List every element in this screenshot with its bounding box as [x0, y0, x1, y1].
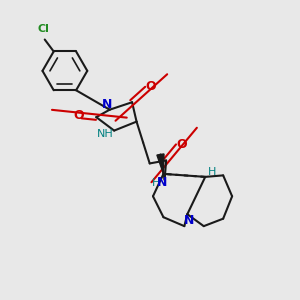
Text: N: N — [102, 98, 112, 111]
Text: N: N — [157, 176, 167, 189]
Text: NH: NH — [97, 129, 114, 139]
Polygon shape — [157, 154, 164, 174]
Text: H: H — [152, 178, 160, 188]
Text: O: O — [145, 80, 156, 93]
Text: N: N — [184, 214, 194, 227]
Text: H: H — [208, 167, 216, 176]
Text: O: O — [73, 109, 84, 122]
Text: Cl: Cl — [37, 24, 49, 34]
Text: O: O — [176, 138, 187, 151]
